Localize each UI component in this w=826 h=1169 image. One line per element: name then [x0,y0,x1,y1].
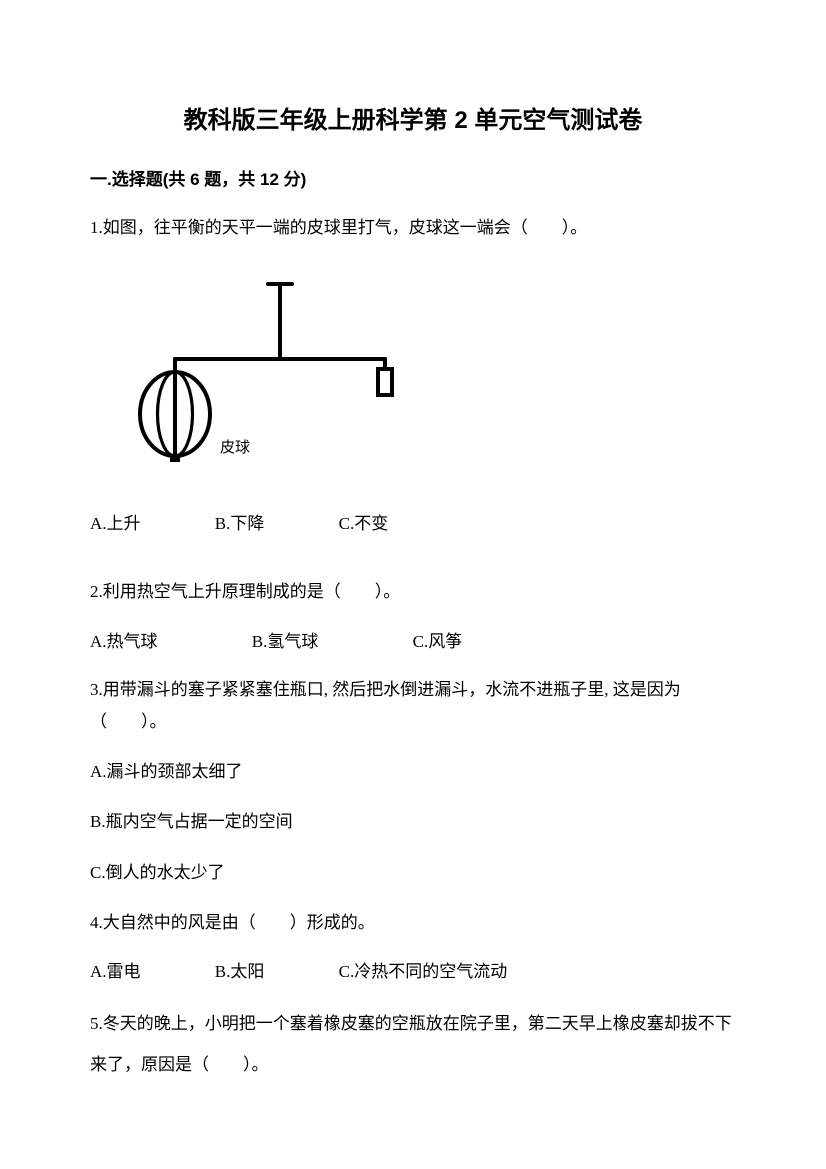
q1-option-b: B.下降 [215,509,265,534]
q4-option-c: C.冷热不同的空气流动 [339,957,508,982]
q1-option-c: C.不变 [339,509,389,534]
q3-option-c: C.倒人的水太少了 [90,857,736,889]
question-2: 2.利用热空气上升原理制成的是（ ）。 [90,576,736,608]
balance-scale-diagram: 皮球 [120,274,420,474]
question-4-options: A.雷电 B.太阳 C.冷热不同的空气流动 [90,957,736,982]
q2-option-b: B.氢气球 [252,627,319,652]
svg-text:皮球: 皮球 [220,439,250,456]
question-1-diagram: 皮球 [120,274,736,479]
q2-option-c: C.风筝 [413,627,463,652]
page: 教科版三年级上册科学第 2 单元空气测试卷 一.选择题(共 6 题，共 12 分… [0,0,826,1164]
q2-option-a: A.热气球 [90,627,158,652]
question-1: 1.如图，往平衡的天平一端的皮球里打气，皮球这一端会（ ）。 [90,212,736,244]
q4-option-b: B.太阳 [215,957,265,982]
spacer [90,556,736,576]
q1-option-a: A.上升 [90,509,141,534]
q3-option-b: B.瓶内空气占据一定的空间 [90,806,736,838]
document-title: 教科版三年级上册科学第 2 单元空气测试卷 [90,100,736,135]
question-3: 3.用带漏斗的塞子紧紧塞住瓶口, 然后把水倒进漏斗，水流不进瓶子里, 这是因为（… [90,674,736,739]
question-1-options: A.上升 B.下降 C.不变 [90,509,736,534]
question-5: 5.冬天的晚上，小明把一个塞着橡皮塞的空瓶放在院子里，第二天早上橡皮塞却拔不下来… [90,1004,736,1086]
section-header-1: 一.选择题(共 6 题，共 12 分) [90,165,736,190]
question-4: 4.大自然中的风是由（ ）形成的。 [90,907,736,939]
q3-option-a: A.漏斗的颈部太细了 [90,756,736,788]
q4-option-a: A.雷电 [90,957,141,982]
question-2-options: A.热气球 B.氢气球 C.风筝 [90,627,736,652]
